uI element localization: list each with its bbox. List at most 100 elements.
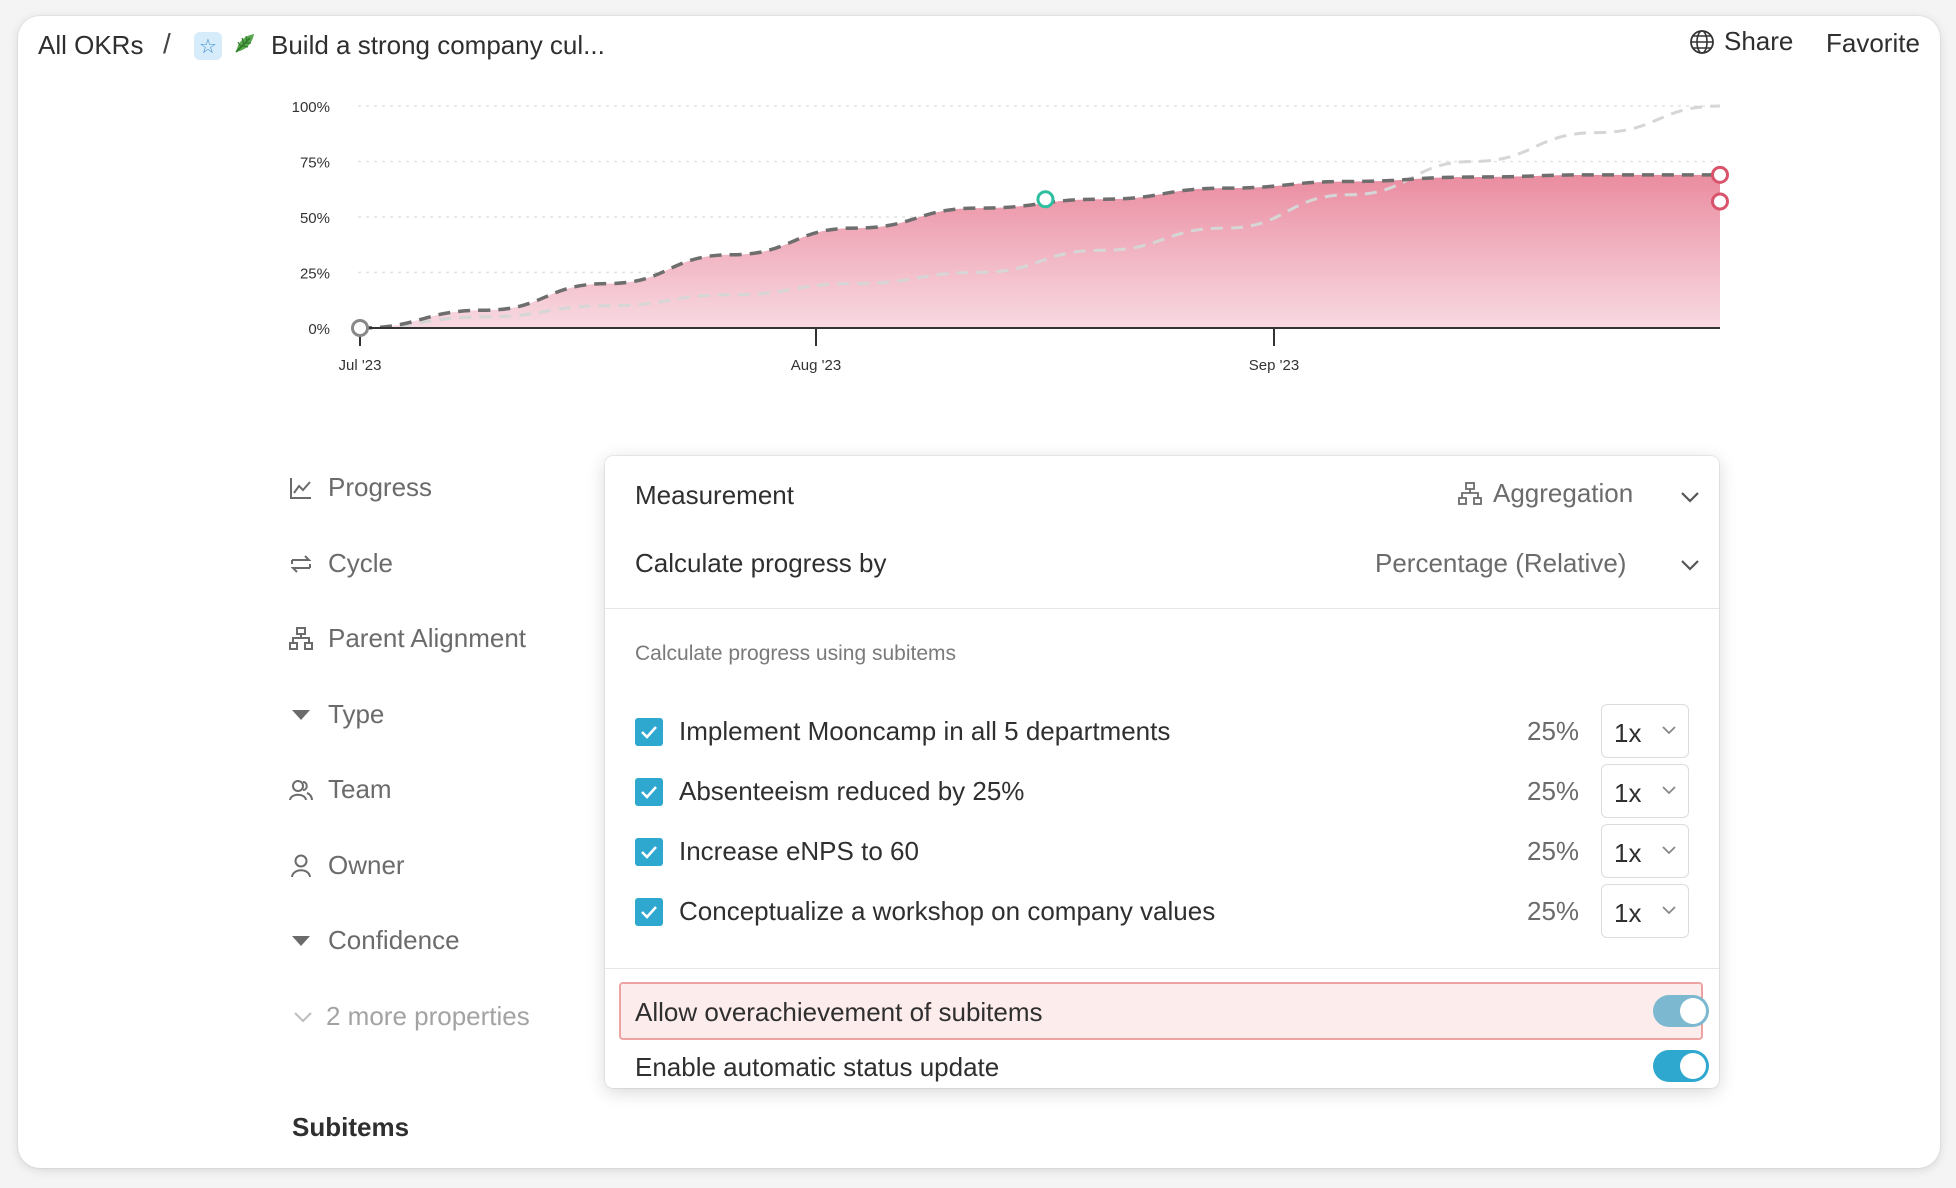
property-progress[interactable]: Progress — [288, 472, 432, 503]
breadcrumb-all-okrs[interactable]: All OKRs — [38, 30, 144, 60]
property-label: Team — [328, 774, 392, 804]
property-confidence[interactable]: Confidence — [288, 925, 460, 956]
chevron-down-icon — [1662, 786, 1676, 795]
line-chart-icon — [290, 477, 311, 499]
property-label: Parent Alignment — [328, 623, 527, 653]
more-properties-toggle[interactable]: 2 more properties — [290, 1001, 530, 1032]
user-icon — [291, 854, 311, 877]
y-tick-label: 0% — [308, 321, 330, 338]
property-label: Confidence — [328, 925, 460, 955]
chart-y-axis: 100% 75% 50% 25% 0% — [292, 99, 330, 338]
chevron-down-icon — [1662, 906, 1676, 915]
subitem-checkbox[interactable] — [635, 778, 663, 806]
subitem-label: Increase eNPS to 60 — [679, 836, 919, 866]
checkmark-icon — [641, 846, 657, 859]
chart-markers — [351, 165, 1729, 337]
okr-detail-window: All OKRs / ☆ Build a strong company cul.… — [18, 16, 1940, 1168]
subitems-heading: Subitems — [292, 1112, 410, 1142]
divider — [605, 968, 1719, 969]
chevron-down-icon[interactable] — [1679, 554, 1701, 576]
property-owner[interactable]: Owner — [288, 850, 405, 881]
chevron-down-icon — [1662, 846, 1676, 855]
actual-line — [359, 173, 1720, 330]
share-button[interactable]: Share — [1688, 26, 1793, 57]
checkmark-icon — [641, 726, 657, 739]
property-parent-alignment[interactable]: Parent Alignment — [288, 623, 526, 654]
measurement-label: Measurement — [635, 480, 794, 510]
leaf-icon — [232, 30, 258, 63]
subitem-percentage: 25% — [1527, 836, 1580, 866]
y-tick-label: 50% — [300, 210, 330, 227]
overachievement-row — [619, 982, 1703, 1040]
y-tick-label: 100% — [292, 99, 330, 116]
subitem-percentage: 25% — [1527, 776, 1580, 806]
chevron-down-icon — [294, 1011, 312, 1022]
calculate-progress-select[interactable]: Percentage (Relative) — [1375, 548, 1626, 579]
auto-status-toggle[interactable] — [1653, 1050, 1709, 1082]
subitem-checkbox[interactable] — [635, 838, 663, 866]
x-tick-label: Sep '23 — [1249, 357, 1299, 374]
property-cycle[interactable]: Cycle — [288, 548, 393, 579]
property-label: Cycle — [328, 548, 394, 578]
property-label: Owner — [328, 850, 405, 880]
subitem-percentage: 25% — [1527, 896, 1580, 926]
cycle-icon — [290, 554, 312, 573]
toggle-knob — [1680, 998, 1706, 1024]
subitem-weight-select[interactable]: 1x — [1601, 764, 1689, 818]
chart-marker — [1036, 190, 1055, 209]
weight-value: 1x — [1614, 838, 1642, 868]
progress-chart: 100% 75% 50% 25% 0% Jul '23 Aug '23 Sep '23 — [292, 99, 1729, 374]
divider — [605, 608, 1719, 609]
x-tick-label: Jul '23 — [339, 357, 382, 374]
aggregation-icon — [1458, 481, 1482, 505]
toggle-knob — [1680, 1053, 1706, 1079]
calculate-progress-value: Percentage (Relative) — [1375, 548, 1627, 578]
calculate-progress-label: Calculate progress by — [635, 548, 887, 578]
progress-area — [360, 174, 1720, 328]
breadcrumb-separator: / — [163, 28, 171, 59]
chart-x-axis: Jul '23 Aug '23 Sep '23 — [339, 328, 1299, 374]
subitem-label: Conceptualize a workshop on company valu… — [679, 896, 1216, 926]
chart-marker — [1711, 192, 1729, 211]
weight-value: 1x — [1614, 718, 1642, 748]
subitem-row: Absenteeism reduced by 25% 25% 1x — [635, 764, 1689, 820]
caret-down-icon — [292, 935, 310, 946]
property-team[interactable]: Team — [288, 774, 392, 805]
subitem-row: Increase eNPS to 60 25% 1x — [635, 824, 1689, 880]
x-tick-label: Aug '23 — [791, 357, 841, 374]
weight-value: 1x — [1614, 778, 1642, 808]
property-type[interactable]: Type — [288, 699, 384, 730]
hierarchy-icon — [289, 626, 313, 650]
y-tick-label: 75% — [300, 155, 330, 172]
page-title[interactable]: Build a strong company cul... — [271, 30, 605, 60]
chevron-down-icon[interactable] — [1679, 486, 1701, 508]
property-label: Type — [328, 699, 385, 729]
subitem-row: Conceptualize a workshop on company valu… — [635, 884, 1689, 940]
subitem-label: Implement Mooncamp in all 5 departments — [679, 716, 1171, 746]
auto-status-label: Enable automatic status update — [635, 1052, 1000, 1082]
favorite-button[interactable]: Favorite — [1826, 28, 1920, 58]
globe-icon — [1690, 29, 1714, 54]
subitem-label: Absenteeism reduced by 25% — [679, 776, 1025, 806]
top-bar: All OKRs / ☆ Build a strong company cul.… — [18, 16, 1940, 80]
overachievement-label: Allow overachievement of subitems — [635, 997, 1043, 1027]
subitems-section-title: Calculate progress using subitems — [635, 642, 956, 665]
measurement-select[interactable]: Aggregation — [1457, 478, 1633, 509]
checkmark-icon — [641, 786, 657, 799]
subitem-row: Implement Mooncamp in all 5 departments … — [635, 704, 1689, 760]
more-properties-label: 2 more properties — [326, 1001, 530, 1031]
chart-marker — [1711, 165, 1729, 184]
subitem-checkbox[interactable] — [635, 898, 663, 926]
subitem-weight-select[interactable]: 1x — [1601, 884, 1689, 938]
chevron-down-icon — [1662, 726, 1676, 735]
chart-marker — [351, 319, 369, 337]
team-icon — [289, 779, 313, 800]
overachievement-toggle[interactable] — [1653, 995, 1709, 1027]
checkmark-icon — [641, 906, 657, 919]
subitem-weight-select[interactable]: 1x — [1601, 704, 1689, 758]
star-icon: ☆ — [194, 32, 222, 60]
caret-down-icon — [292, 709, 310, 720]
property-label: Progress — [328, 472, 433, 502]
subitem-checkbox[interactable] — [635, 718, 663, 746]
subitem-weight-select[interactable]: 1x — [1601, 824, 1689, 878]
